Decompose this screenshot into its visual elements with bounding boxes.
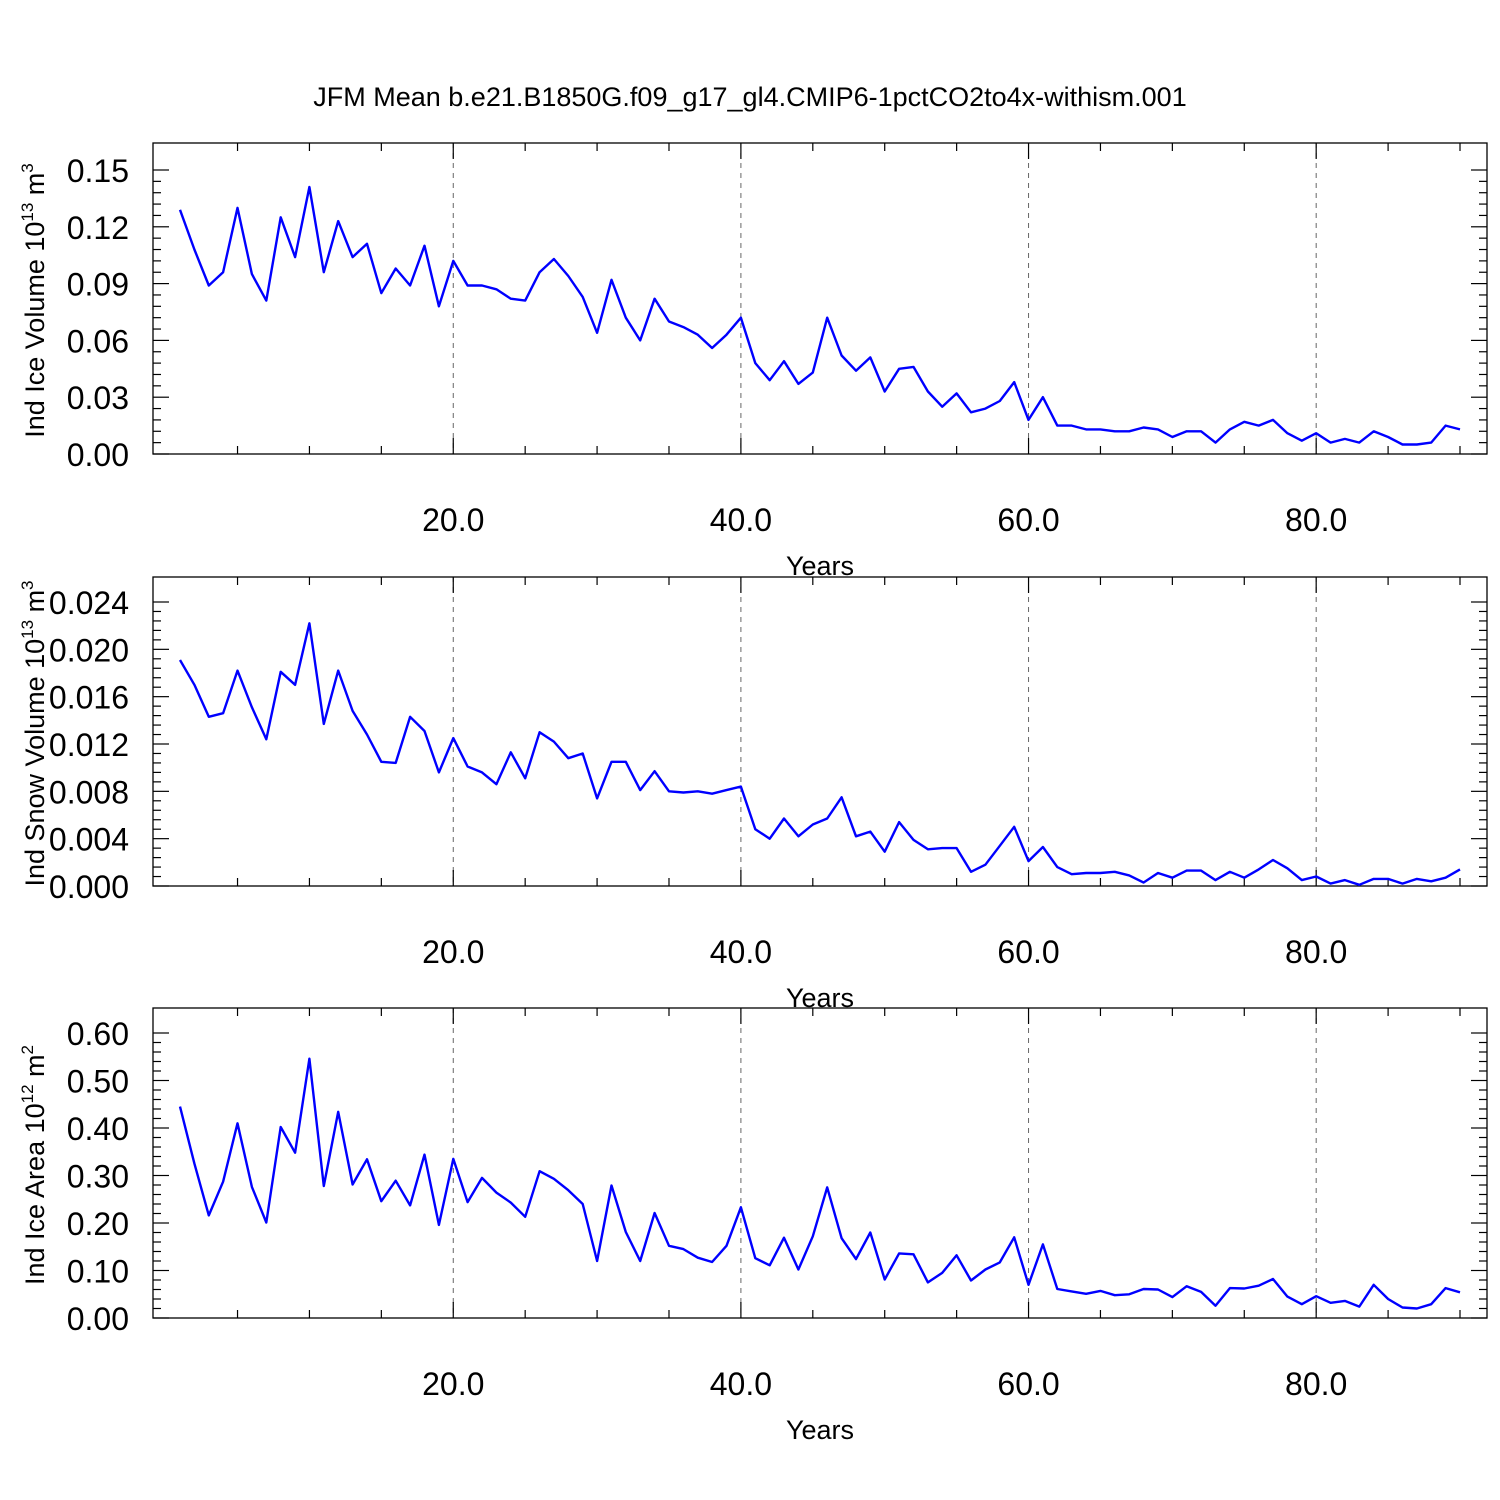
y-tick-label: 0.004 <box>49 822 129 858</box>
y-axis-title: Ind Ice Volume 1013 m3 <box>18 163 50 438</box>
panel-1: 20.0 40.0 60.0 80.0 0.00 0.03 0.06 0.09 0.12 0.15… <box>18 142 1488 581</box>
x-tick-label: 60.0 <box>997 934 1059 970</box>
y-axis-title-part: m <box>20 1054 50 1084</box>
x-tick-label: 20.0 <box>422 934 484 970</box>
x-tick-label: 20.0 <box>422 1366 484 1402</box>
plot-frame <box>152 142 1488 455</box>
y-tick-label: 0.020 <box>49 632 129 668</box>
y-tick-label: 0.012 <box>49 727 129 763</box>
y-tick-label: 0.024 <box>49 585 129 621</box>
series-line <box>178 622 1461 886</box>
x-axis-title: Years <box>786 1415 854 1445</box>
y-axis-title-exponent: 12 <box>18 1084 37 1103</box>
series-line <box>178 185 1461 446</box>
y-tick-label: 0.10 <box>67 1254 129 1290</box>
y-tick-label: 0.00 <box>67 437 129 473</box>
y-tick-label: 0.00 <box>67 1301 129 1337</box>
panel-2: 20.0 40.0 60.0 80.0 0.000 0.004 0.008 0.012 0.01… <box>18 576 1488 1013</box>
x-tick-label: 20.0 <box>422 502 484 538</box>
plot-frame <box>152 576 1488 887</box>
y-axis-title-exponent: 13 <box>18 203 37 222</box>
series-line <box>178 1057 1461 1310</box>
chart-title: JFM Mean b.e21.B1850G.f09_g17_gl4.CMIP6-… <box>313 82 1186 112</box>
y-axis-title: Ind Snow Volume 1013 m3 <box>18 580 50 886</box>
y-tick-label: 0.09 <box>67 267 129 303</box>
x-tick-label: 60.0 <box>997 502 1059 538</box>
y-tick-label: 0.40 <box>67 1111 129 1147</box>
y-axis-title-part: m <box>20 590 50 620</box>
y-tick-label: 0.06 <box>67 323 129 359</box>
y-axis-title-exponent: 3 <box>18 163 37 172</box>
y-axis-title-part: m <box>20 173 50 203</box>
y-tick-label: 0.60 <box>67 1016 129 1052</box>
y-tick-label: 0.20 <box>67 1206 129 1242</box>
y-tick-label: 0.50 <box>67 1064 129 1100</box>
plot-frame <box>152 1007 1488 1319</box>
x-tick-label: 40.0 <box>710 1366 772 1402</box>
y-axis-title-part: Ind Ice Area 10 <box>20 1103 50 1285</box>
y-axis-title-part: Ind Snow Volume 10 <box>20 639 50 887</box>
y-axis-title-part: Ind Ice Volume 10 <box>20 222 50 438</box>
y-tick-label: 0.03 <box>67 380 129 416</box>
y-tick-label: 0.000 <box>49 869 129 905</box>
x-tick-label: 60.0 <box>997 1366 1059 1402</box>
x-tick-label: 40.0 <box>710 502 772 538</box>
x-tick-label: 80.0 <box>1285 1366 1347 1402</box>
y-tick-label: 0.30 <box>67 1159 129 1195</box>
y-tick-label: 0.15 <box>67 153 129 189</box>
y-tick-label: 0.008 <box>49 774 129 810</box>
x-tick-label: 80.0 <box>1285 934 1347 970</box>
y-tick-label: 0.12 <box>67 210 129 246</box>
panel-3: 20.0 40.0 60.0 80.0 0.00 0.10 0.20 0.30 0.40 0.50… <box>18 1007 1488 1445</box>
x-tick-label: 80.0 <box>1285 502 1347 538</box>
y-axis-title-exponent: 2 <box>18 1045 37 1054</box>
x-tick-label: 40.0 <box>710 934 772 970</box>
y-axis-title-exponent: 3 <box>18 580 37 589</box>
y-tick-label: 0.016 <box>49 680 129 716</box>
y-axis-title: Ind Ice Area 1012 m2 <box>18 1045 50 1285</box>
x-axis-title: Years <box>786 551 854 581</box>
y-axis-title-exponent: 13 <box>18 620 37 639</box>
